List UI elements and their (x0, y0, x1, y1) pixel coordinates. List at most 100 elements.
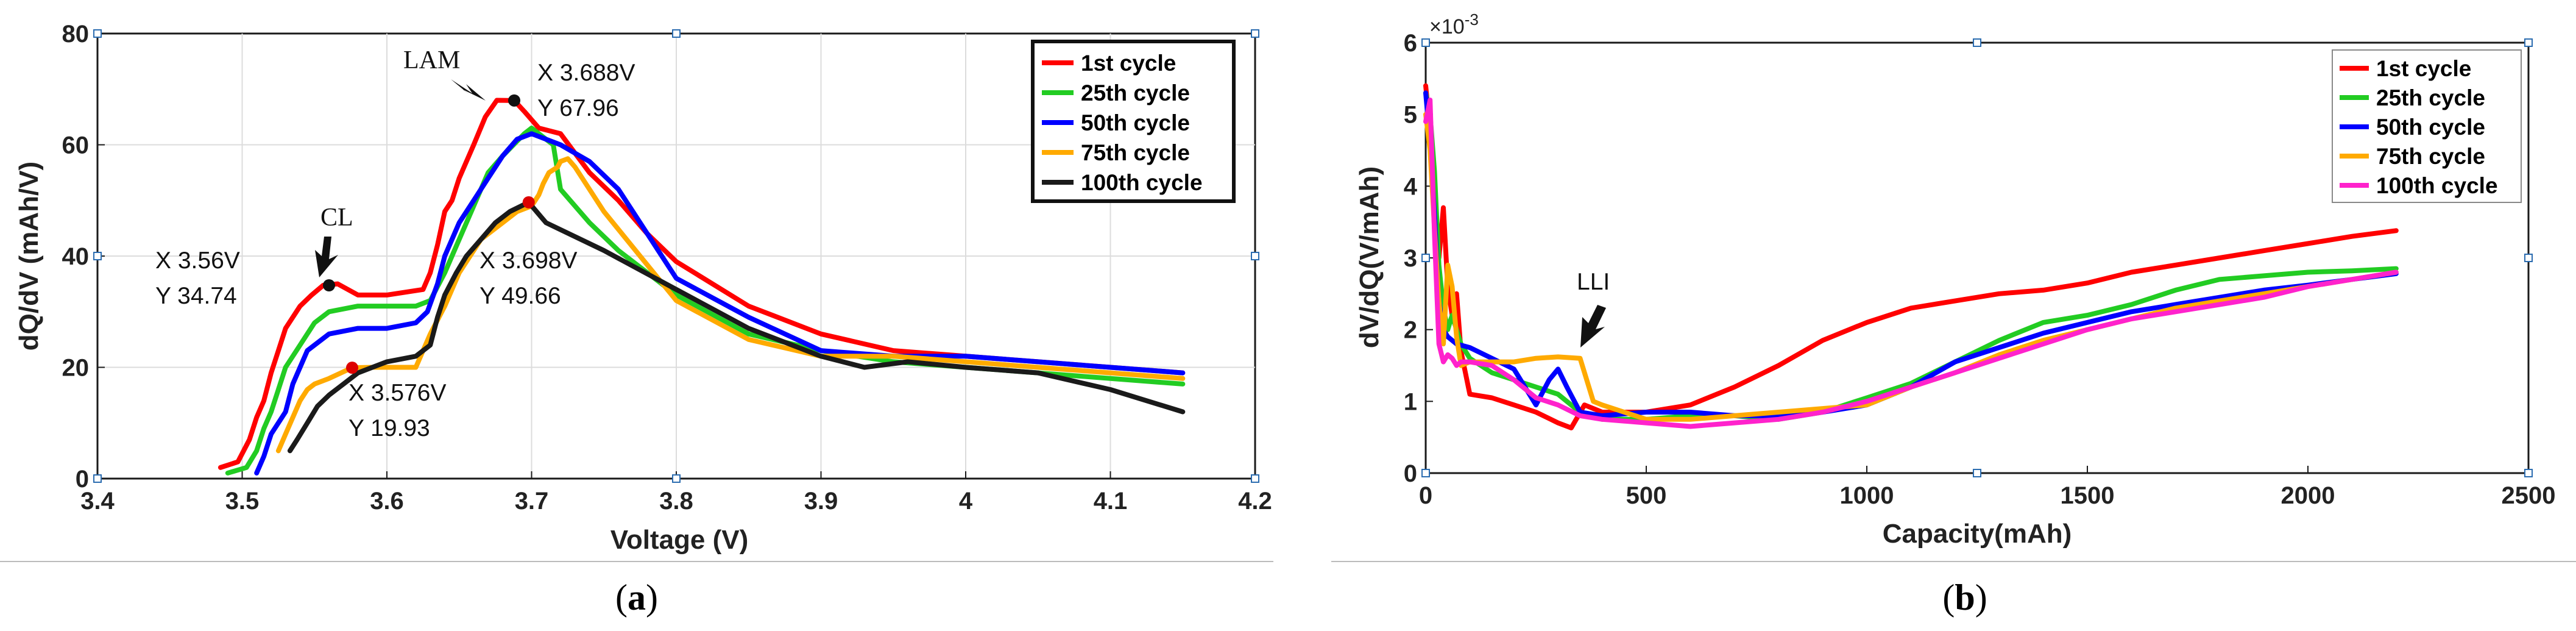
x-tick-label: 3.7 (515, 488, 549, 515)
legend-label-25th-cycle: 25th cycle (1081, 80, 1190, 105)
x-tick-label: 3.5 (225, 488, 260, 515)
panel-a-caption-letter: a (628, 577, 646, 618)
y-tick-label: 4 (1404, 173, 1418, 200)
panel-b-x-ticks: 0 500 1000 1500 2000 2500 (1419, 466, 2556, 509)
x-tick-label: 2500 (2502, 482, 2556, 509)
y-tick-label: 1 (1404, 388, 1417, 415)
panel-b-series (1423, 83, 2399, 430)
x-tick-label: 3.8 (659, 488, 693, 515)
selection-handle (93, 29, 102, 38)
x-tick-label: 4.1 (1094, 488, 1128, 515)
selection-handle (93, 252, 102, 260)
panel-a-grid (97, 34, 1255, 479)
x-tick-label: 0 (1419, 482, 1432, 509)
annotation-cl-x: X 3.56V (155, 248, 240, 274)
series-line-1st-cycle (218, 98, 1186, 470)
selection-handle (672, 474, 681, 483)
annotation-lam-x: X 3.688V (537, 60, 635, 86)
x-tick-label: 1500 (2061, 482, 2115, 509)
annotation-marker (508, 94, 520, 107)
legend-label-25th-cycle: 25th cycle (2376, 85, 2485, 110)
x-tick-label: 3.6 (370, 488, 404, 515)
annotation-marker (323, 279, 335, 291)
panel-b-caption-letter: b (1955, 577, 1975, 618)
selection-handle (2524, 38, 2533, 47)
y-tick-label: 0 (1404, 460, 1417, 487)
selection-handle (1421, 469, 1430, 477)
legend-label-75th-cycle: 75th cycle (1081, 140, 1190, 165)
selection-handle (93, 474, 102, 483)
annotation-marker (346, 362, 358, 374)
legend-label-50th-cycle: 50th cycle (1081, 110, 1190, 135)
annotation-75th-y: Y 19.93 (349, 415, 430, 441)
annotation-cl-y: Y 34.74 (155, 283, 237, 309)
legend-label-1st-cycle: 1st cycle (2376, 56, 2471, 81)
selection-handle (1973, 469, 1981, 477)
selection-handle (672, 29, 681, 38)
y-tick-label: 2 (1404, 317, 1417, 344)
callout-cl-label: CL (320, 204, 353, 232)
panel-b-chart: 0 500 1000 1500 2000 2500 0 1 2 3 4 5 6 ×10-3 LLI 1… (1331, 10, 2576, 618)
panel-b-y-axis-label: dV/dQ(V/mAh) (1354, 166, 1384, 348)
y-tick-label: 5 (1404, 102, 1417, 129)
selection-handle (2524, 254, 2533, 262)
panel-a-x-axis-label: Voltage (V) (610, 525, 749, 555)
annotation-marker (522, 196, 535, 209)
x-tick-label: 3.9 (804, 488, 838, 515)
selection-handle (1421, 38, 1430, 47)
legend-label-75th-cycle: 75th cycle (2376, 144, 2485, 169)
x-tick-label: 3.4 (80, 488, 115, 515)
y-tick-label: 20 (62, 355, 90, 382)
panel-b-x-axis-label: Capacity(mAh) (1883, 519, 2072, 549)
callout-lam-label: LAM (403, 46, 460, 74)
y-tick-label: 60 (62, 132, 90, 159)
y-tick-label: 0 (76, 466, 89, 493)
panel-a-caption: (a) (615, 577, 658, 618)
y-tick-label: 40 (62, 243, 90, 270)
y-tick-label: 80 (62, 21, 90, 48)
panel-b-legend: 1st cycle 25th cycle 50th cycle 75th cycle 1… (2332, 49, 2522, 203)
series-line-100th-cycle (287, 199, 1186, 454)
selection-handle (1251, 252, 1259, 260)
series-line-25th-cycle (1423, 90, 2399, 422)
panel-a-y-ticks: 0 20 40 60 80 (62, 21, 105, 493)
legend-label-100th-cycle: 100th cycle (2376, 173, 2498, 198)
legend-label-50th-cycle: 50th cycle (2376, 115, 2485, 140)
annotation-100th-y: Y 49.66 (479, 283, 561, 309)
x-tick-label: 4 (959, 488, 973, 515)
series-line-75th-cycle (275, 156, 1186, 454)
series-line-100th-cycle (1423, 98, 2399, 429)
panel-a-chart: 3.4 3.5 3.6 3.7 3.8 3.9 4 4.1 4.2 0 20 40 60 80 X 3.… (0, 21, 1273, 618)
annotation-lam-y: Y 67.96 (537, 95, 619, 121)
selection-handle (1251, 474, 1259, 483)
legend-label-1st-cycle: 1st cycle (1081, 51, 1176, 76)
panel-a-y-axis-label: dQ/dV (mAh/V) (14, 162, 44, 351)
y-tick-label: 6 (1404, 30, 1417, 57)
x-tick-label: 2000 (2281, 482, 2335, 509)
series-line-50th-cycle (254, 131, 1186, 476)
x-tick-label: 1000 (1840, 482, 1894, 509)
selection-handle (1251, 29, 1259, 38)
x-tick-label: 4.2 (1238, 488, 1272, 515)
panel-b-caption: (b) (1942, 577, 1987, 618)
panel-a-x-ticks: 3.4 3.5 3.6 3.7 3.8 3.9 4 4.1 4.2 (80, 471, 1272, 515)
panel-b-annotations: LLI (1577, 269, 1610, 348)
callout-cl-arrow (315, 237, 338, 277)
annotation-75th-x: X 3.576V (349, 380, 446, 406)
series-line-50th-cycle (1423, 90, 2399, 418)
annotation-100th-x: X 3.698V (479, 248, 577, 274)
panel-a-legend: 1st cycle 25th cycle 50th cycle 75th cycle 1… (1031, 40, 1236, 203)
y-tick-label: 3 (1404, 245, 1417, 272)
panel-b-y-ticks: 0 1 2 3 4 5 6 (1404, 30, 1433, 487)
legend-label-100th-cycle: 100th cycle (1081, 170, 1203, 195)
selection-handle (2524, 469, 2533, 477)
callout-lli-label: LLI (1577, 269, 1610, 295)
selection-handle (1973, 38, 1981, 47)
panel-a-series (218, 98, 1186, 476)
x-tick-label: 500 (1626, 482, 1667, 509)
callout-lam-arrow (451, 79, 486, 101)
callout-lli-arrow (1580, 305, 1606, 348)
panel-a-annotations: X 3.688V Y 67.96 X 3.56V Y 34.74 X 3.698… (155, 46, 635, 441)
panel-b-y-exponent: ×10-3 (1429, 10, 1479, 38)
